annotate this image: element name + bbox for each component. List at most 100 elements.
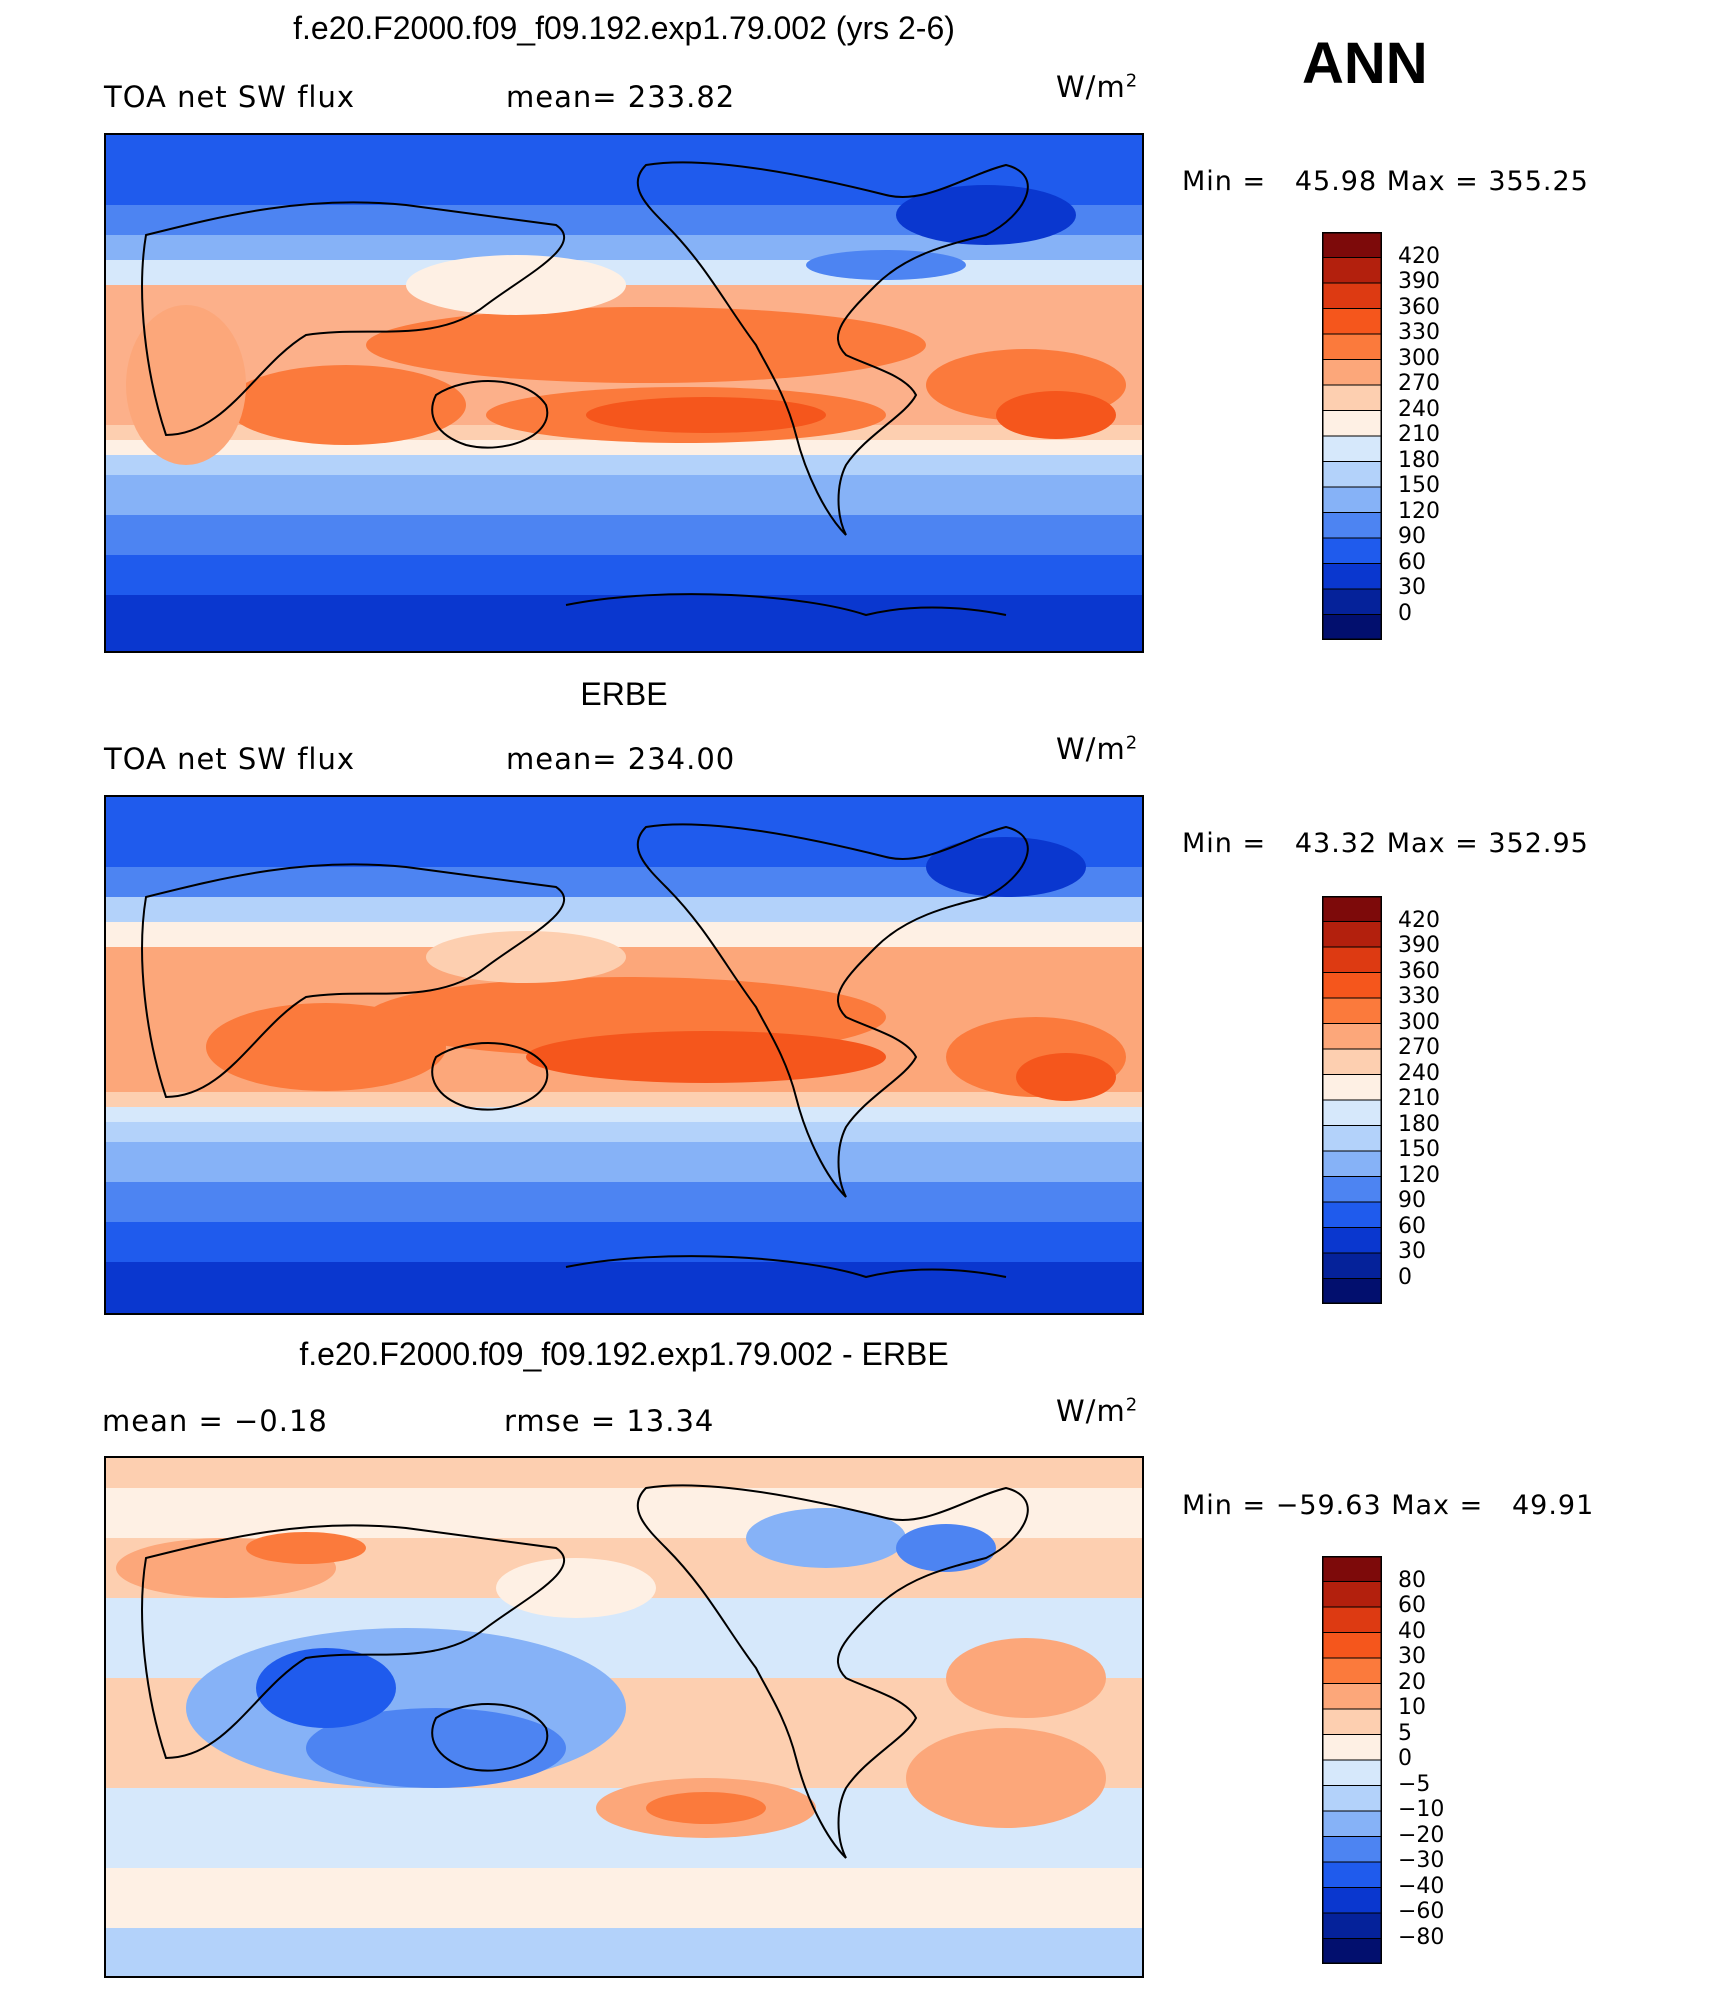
colorbar-segment [1321, 1581, 1383, 1608]
units-exp: 2 [1125, 70, 1139, 92]
panel-title-obs: ERBE [580, 676, 668, 712]
colorbar-segment [1321, 1632, 1383, 1659]
units-label-model: W/m2 [1056, 70, 1138, 104]
panel-variable-label-model: TOA net SW flux [104, 80, 356, 114]
units-exp: 2 [1125, 732, 1139, 754]
colorbar-tick-label: 180 [1398, 1111, 1440, 1137]
units-base: W/m [1056, 1394, 1126, 1428]
colorbar-segment [1321, 1125, 1383, 1152]
map-svg-obs [106, 797, 1142, 1313]
colorbar-tick-label: −60 [1398, 1899, 1445, 1924]
colorbar-segment [1321, 614, 1383, 641]
colorbar-tick-label: 420 [1398, 907, 1440, 933]
colorbar-labels-diff: 80 60 40 30 20 10 5 0 −5 −10 −20 −30 −40 −60 −80 [1398, 1556, 1518, 1964]
colorbar-segment [1321, 308, 1383, 335]
colorbar-segment [1321, 512, 1383, 539]
colorbar-tick-label: 30 [1398, 575, 1426, 600]
colorbar-tick-label: −80 [1398, 1924, 1445, 1950]
colorbar-segment [1321, 1023, 1383, 1050]
panel-title-diff: f.e20.F2000.f09_f09.192.exp1.79.002 - ER… [299, 1336, 949, 1372]
colorbar-tick-label: 300 [1398, 1009, 1440, 1035]
colorbar-labels-obs: 420 390 360 330 300 270 240 210 180 150 120 90 60 30 0 [1398, 896, 1518, 1304]
colorbar-svg-obs [1321, 895, 1383, 1305]
units-label-diff: W/m2 [1056, 1394, 1138, 1428]
colorbar-tick-label: 330 [1398, 984, 1440, 1009]
units-exp: 2 [1125, 1394, 1139, 1416]
colorbar-tick-label: 5 [1398, 1720, 1412, 1746]
panel-mean-label-model: mean= 233.82 [506, 80, 736, 114]
colorbar-segment [1321, 1887, 1383, 1914]
units-label-obs: W/m2 [1056, 732, 1138, 766]
colorbar-segment [1321, 1785, 1383, 1812]
panel-mean-label-obs: mean= 234.00 [506, 742, 736, 776]
colorbar-tick-label: 120 [1398, 1162, 1440, 1188]
colorbar-segment [1321, 1734, 1383, 1761]
colorbar-segment [1321, 359, 1383, 386]
colorbar-tick-label: 150 [1398, 473, 1440, 498]
colorbar-segment [1321, 588, 1383, 615]
colorbar-segment [1321, 333, 1383, 360]
colorbar-segment [1321, 435, 1383, 462]
colorbar-tick-label: 240 [1398, 396, 1440, 422]
colorbar-tick-label: −10 [1398, 1797, 1445, 1822]
colorbar-segment [1321, 1683, 1383, 1710]
colorbar-segment [1321, 1606, 1383, 1633]
colorbar-segment [1321, 231, 1383, 258]
colorbar-tick-label: 60 [1398, 1213, 1426, 1239]
colorbar-segment [1321, 1861, 1383, 1888]
colorbar-tick-label: 60 [1398, 549, 1426, 575]
colorbar-segment [1321, 1048, 1383, 1075]
colorbar-segment [1321, 895, 1383, 922]
colorbar-tick-label: 90 [1398, 1188, 1426, 1213]
colorbar-tick-label: 390 [1398, 269, 1440, 294]
panel-title-model: f.e20.F2000.f09_f09.192.exp1.79.002 (yrs… [293, 10, 955, 46]
colorbar-segment [1321, 410, 1383, 437]
colorbar-tick-label: −5 [1398, 1771, 1431, 1797]
colorbar-outline [1321, 1555, 1383, 1965]
map-svg-diff [106, 1458, 1142, 1976]
colorbar-tick-label: 270 [1398, 371, 1440, 396]
colorbar-tick-label: 30 [1398, 1644, 1426, 1669]
colorbar-segment [1321, 946, 1383, 973]
colorbar-segment [1321, 461, 1383, 488]
map-obs [104, 795, 1144, 1315]
colorbar-tick-label: 240 [1398, 1060, 1440, 1086]
map-model [104, 133, 1144, 653]
colorbar-segment [1321, 921, 1383, 948]
colorbar-tick-label: 0 [1398, 1264, 1412, 1290]
colorbar-tick-label: 270 [1398, 1035, 1440, 1060]
colorbar-segment [1321, 1176, 1383, 1203]
colorbar-tick-label: −30 [1398, 1848, 1445, 1873]
colorbar-tick-label: −40 [1398, 1873, 1445, 1899]
colorbar-tick-label: 0 [1398, 1746, 1412, 1771]
panel-rmse-label-diff: rmse = 13.34 [504, 1404, 715, 1438]
colorbar-segment [1321, 1074, 1383, 1101]
stats-label-diff: Min = −59.63 Max = 49.91 [1182, 1490, 1595, 1521]
colorbar-segment [1321, 1708, 1383, 1735]
units-base: W/m [1056, 70, 1126, 104]
units-base: W/m [1056, 732, 1126, 766]
colorbar-tick-label: 20 [1398, 1669, 1426, 1695]
colorbar-segment [1321, 1657, 1383, 1684]
colorbar-segment [1321, 1252, 1383, 1279]
map-svg-model [106, 135, 1142, 651]
colorbar-segment [1321, 257, 1383, 284]
colorbar-obs [1321, 895, 1383, 1305]
colorbar-segment [1321, 1278, 1383, 1305]
colorbar-tick-label: −20 [1398, 1822, 1445, 1848]
colorbar-segment [1321, 563, 1383, 590]
colorbar-segment [1321, 282, 1383, 309]
stats-label-obs: Min = 43.32 Max = 352.95 [1182, 828, 1589, 859]
colorbar-tick-label: 80 [1398, 1567, 1426, 1593]
colorbar-tick-label: 330 [1398, 320, 1440, 345]
colorbar-svg-model [1321, 231, 1383, 641]
colorbar-outline [1321, 895, 1383, 1305]
colorbar-segment [1321, 1912, 1383, 1939]
colorbar-segment [1321, 1201, 1383, 1228]
stats-label-model: Min = 45.98 Max = 355.25 [1182, 166, 1589, 197]
colorbar-diff [1321, 1555, 1383, 1965]
colorbar-segment [1321, 1938, 1383, 1965]
colorbar-tick-label: 360 [1398, 294, 1440, 320]
colorbar-tick-label: 300 [1398, 345, 1440, 371]
season-label: ANN [1302, 31, 1428, 96]
